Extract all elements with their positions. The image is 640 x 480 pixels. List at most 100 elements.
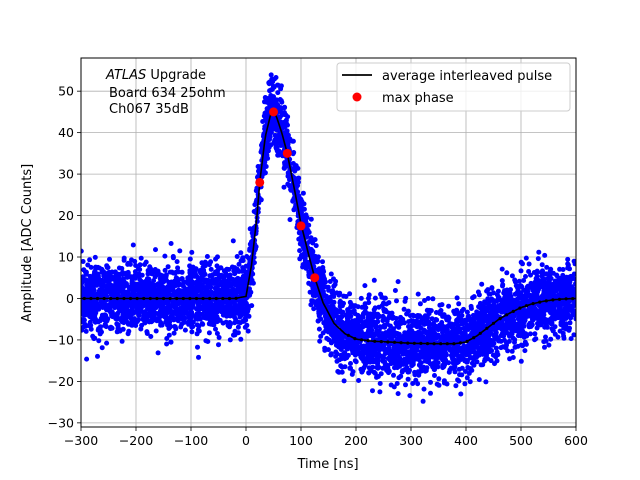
sample-point bbox=[152, 274, 158, 280]
sample-point bbox=[178, 324, 184, 330]
sample-point bbox=[336, 369, 342, 375]
sample-point bbox=[232, 270, 238, 275]
sample-point bbox=[309, 298, 315, 304]
sample-point bbox=[270, 123, 276, 129]
sample-point bbox=[327, 318, 332, 324]
sample-point bbox=[392, 288, 398, 293]
sample-point bbox=[356, 378, 362, 383]
sample-point bbox=[518, 358, 524, 364]
sample-point bbox=[189, 249, 195, 255]
sample-point bbox=[535, 277, 541, 283]
sample-point bbox=[226, 301, 232, 307]
sample-point bbox=[328, 352, 334, 358]
sample-point bbox=[534, 325, 540, 331]
sample-point bbox=[268, 87, 274, 93]
sample-point bbox=[334, 313, 340, 319]
sample-point bbox=[87, 273, 93, 279]
sample-point bbox=[504, 318, 510, 324]
sample-point bbox=[133, 263, 139, 268]
sample-point bbox=[127, 261, 133, 267]
sample-point bbox=[545, 288, 551, 294]
sample-point bbox=[375, 374, 381, 379]
sample-point bbox=[165, 303, 171, 309]
sample-point bbox=[129, 278, 135, 284]
sample-point bbox=[428, 334, 434, 339]
sample-point bbox=[190, 264, 196, 270]
sample-point bbox=[175, 288, 181, 294]
sample-point bbox=[186, 321, 192, 327]
sample-point bbox=[164, 341, 170, 347]
sample-point bbox=[401, 306, 407, 312]
sample-point bbox=[81, 259, 86, 264]
sample-point bbox=[398, 314, 404, 320]
sample-point bbox=[376, 343, 382, 349]
sample-point bbox=[376, 346, 382, 352]
sample-point bbox=[170, 270, 176, 276]
sample-point bbox=[158, 273, 164, 279]
sample-point bbox=[552, 324, 558, 330]
sample-point bbox=[278, 141, 284, 147]
sample-point bbox=[138, 278, 144, 284]
sample-point bbox=[501, 337, 507, 343]
sample-point bbox=[518, 342, 524, 348]
sample-point bbox=[199, 282, 205, 288]
sample-point bbox=[287, 177, 292, 183]
sample-point bbox=[81, 301, 85, 307]
sample-point bbox=[185, 275, 191, 281]
sample-point bbox=[566, 302, 572, 308]
sample-point bbox=[442, 346, 448, 352]
sample-point bbox=[372, 295, 378, 301]
sample-point bbox=[287, 136, 293, 142]
sample-point bbox=[328, 271, 334, 277]
sample-point bbox=[378, 291, 384, 297]
sample-point bbox=[403, 295, 409, 301]
sample-point bbox=[137, 262, 143, 268]
sample-point bbox=[429, 344, 435, 350]
sample-point bbox=[81, 248, 84, 254]
sample-point bbox=[216, 342, 221, 348]
sample-point bbox=[232, 265, 238, 271]
sample-point bbox=[170, 310, 176, 316]
sample-point bbox=[316, 313, 322, 319]
sample-point bbox=[284, 128, 290, 134]
sample-point bbox=[527, 331, 533, 337]
sample-point bbox=[138, 293, 144, 299]
sample-point bbox=[107, 272, 113, 278]
sample-point bbox=[375, 356, 381, 362]
sample-point bbox=[270, 99, 276, 104]
sample-point bbox=[168, 339, 174, 345]
sample-point bbox=[214, 331, 220, 336]
sample-point bbox=[558, 288, 564, 294]
sample-point bbox=[434, 381, 440, 387]
sample-point bbox=[431, 320, 436, 326]
sample-point bbox=[238, 250, 244, 256]
sample-point bbox=[294, 182, 300, 188]
sample-point bbox=[351, 343, 357, 349]
sample-point bbox=[386, 300, 392, 306]
sample-point bbox=[377, 389, 383, 395]
sample-point bbox=[543, 334, 548, 340]
sample-point bbox=[121, 306, 126, 312]
sample-point bbox=[95, 279, 101, 285]
sample-point bbox=[85, 262, 91, 268]
sample-point bbox=[133, 323, 139, 328]
sample-point bbox=[490, 352, 496, 358]
sample-point bbox=[529, 322, 535, 328]
sample-point bbox=[138, 326, 144, 332]
sample-point bbox=[310, 293, 316, 298]
sample-point bbox=[404, 311, 410, 317]
sample-point bbox=[565, 256, 571, 262]
sample-point bbox=[338, 347, 344, 352]
sample-points bbox=[81, 72, 576, 404]
sample-point bbox=[393, 320, 399, 326]
sample-point bbox=[472, 343, 478, 349]
sample-point bbox=[417, 301, 423, 307]
sample-point bbox=[507, 356, 513, 362]
sample-point bbox=[296, 230, 302, 236]
sample-point bbox=[388, 354, 394, 360]
sample-point bbox=[451, 327, 457, 333]
sample-point bbox=[91, 287, 97, 293]
sample-point bbox=[466, 370, 472, 376]
sample-point bbox=[339, 355, 345, 361]
sample-point bbox=[461, 306, 466, 312]
